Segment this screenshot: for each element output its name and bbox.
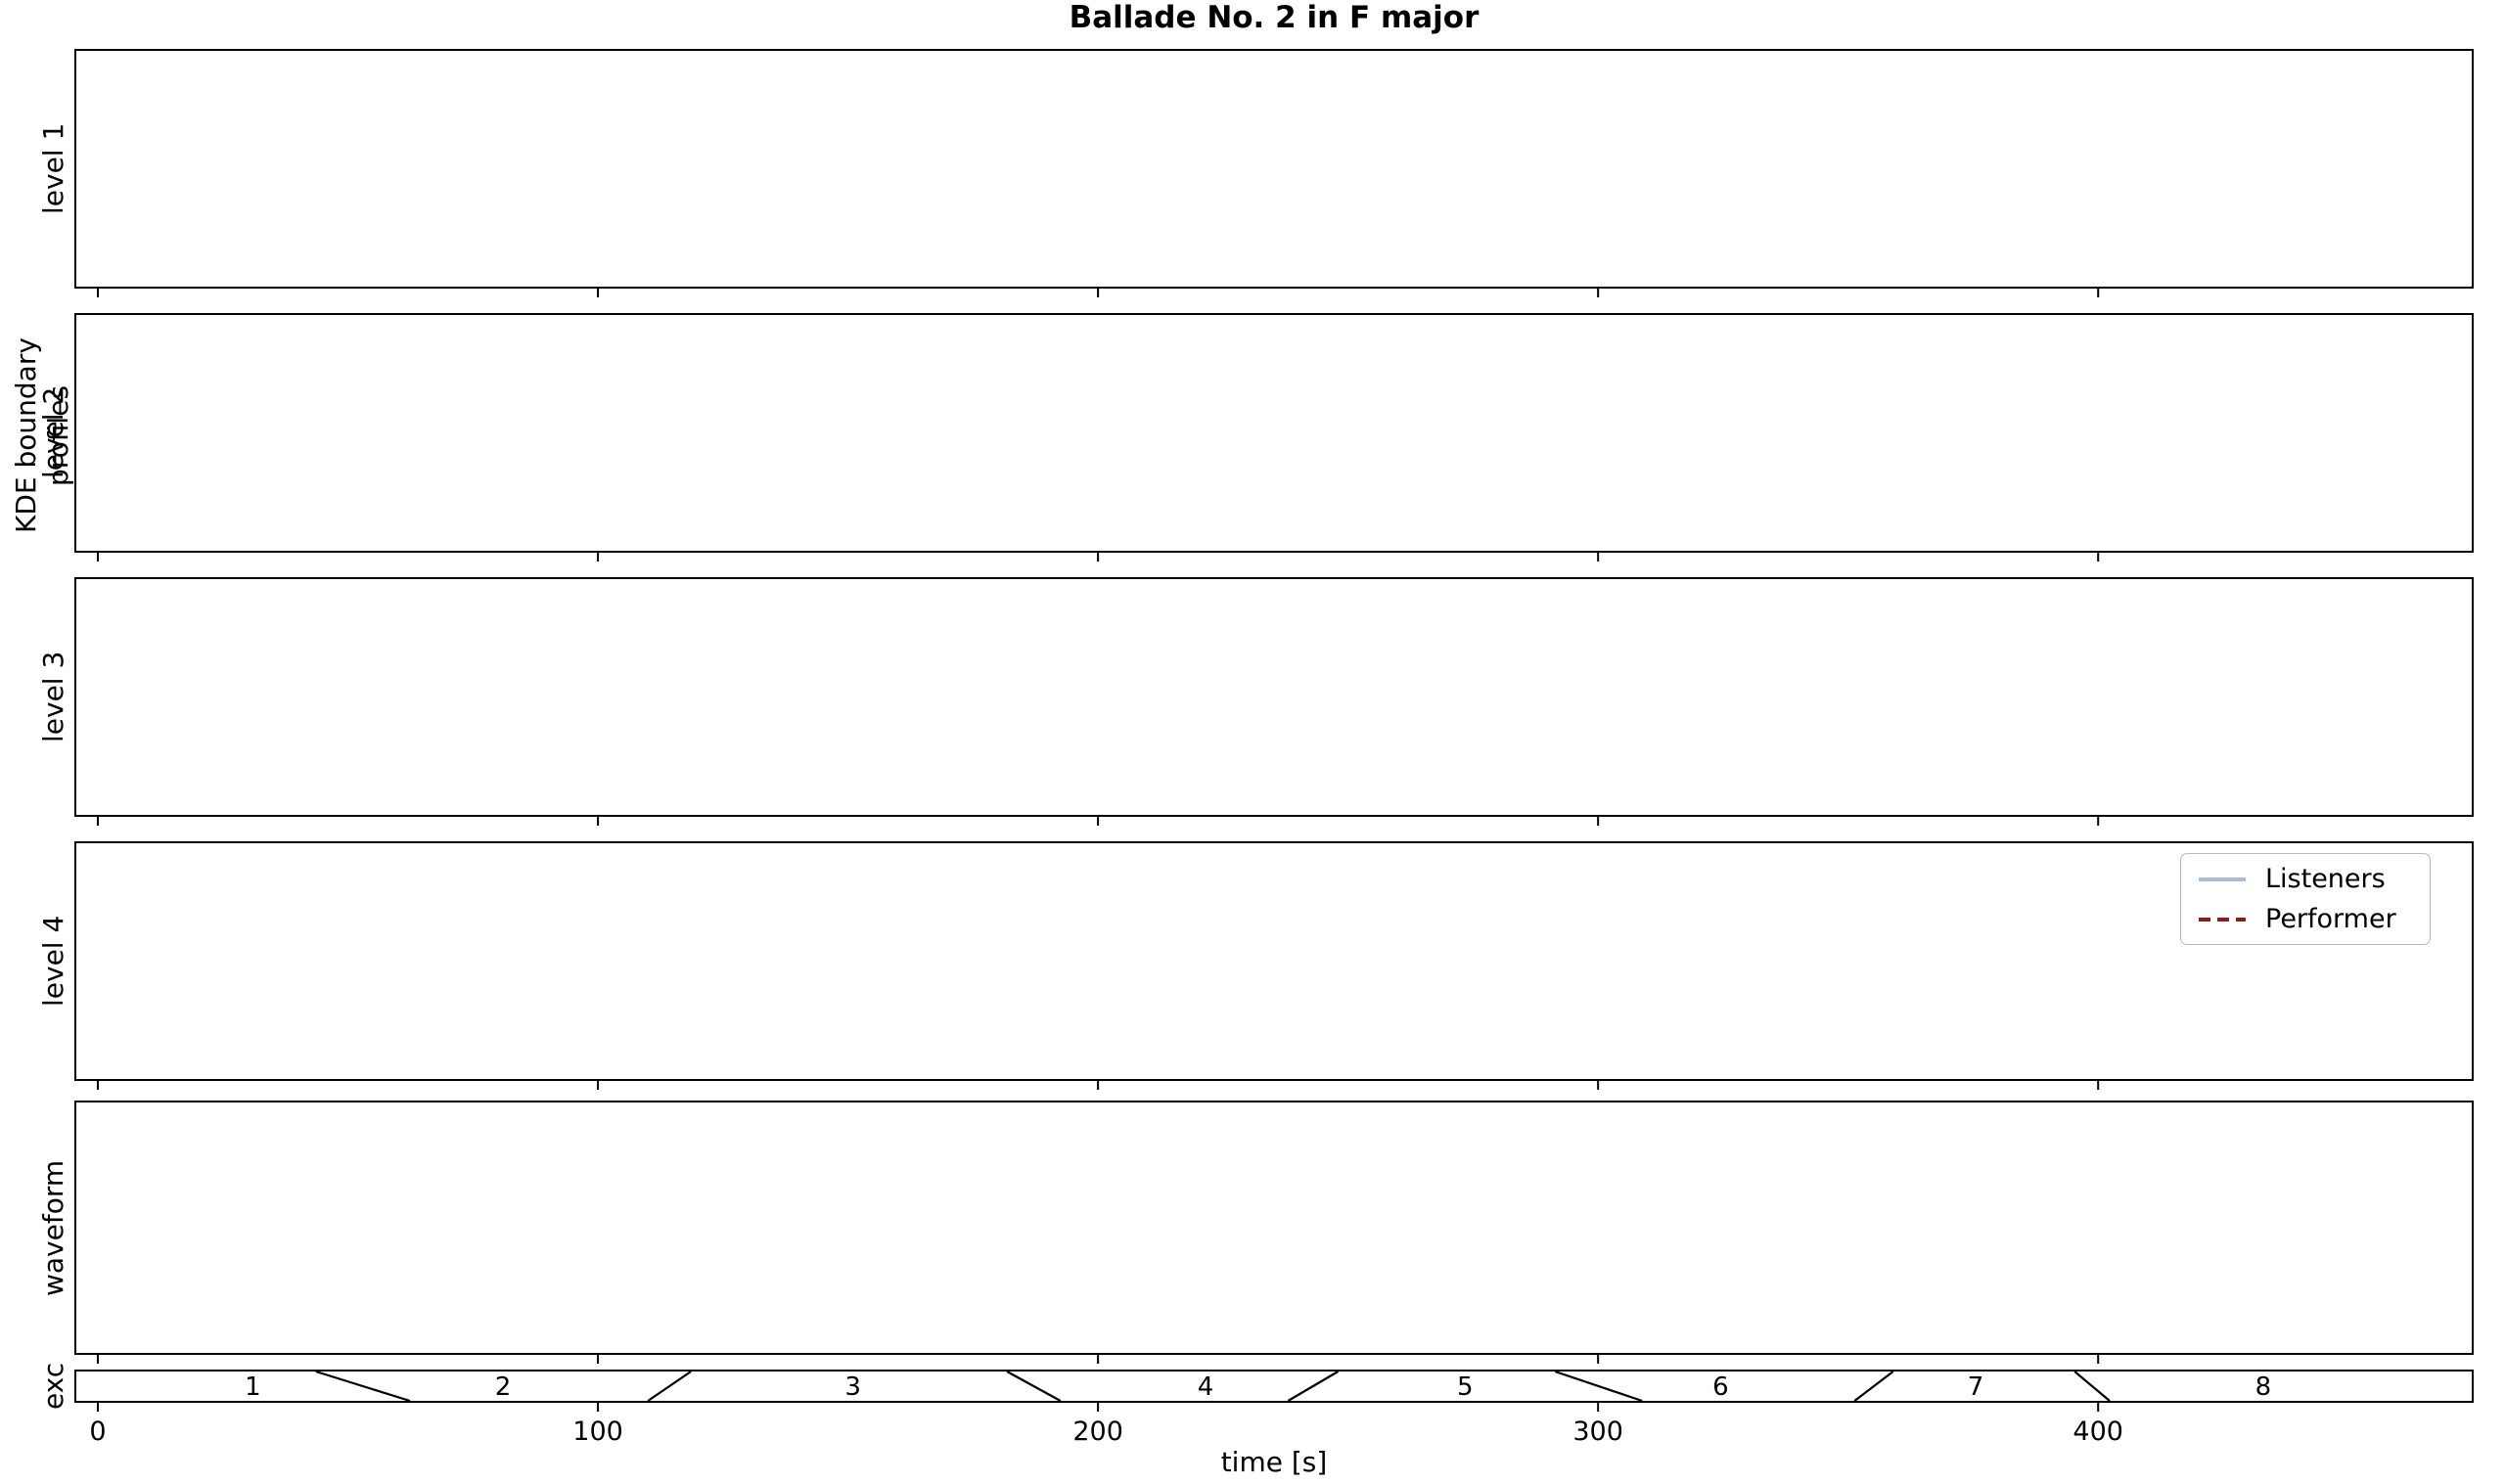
x-tick-label-300: 300 (1572, 1417, 1623, 1447)
x-tick-label-100: 100 (572, 1417, 623, 1447)
y-axis-label-level-4: level 4 (37, 915, 69, 1008)
y-axis-label-exc: exc (37, 1362, 69, 1411)
performer-dashed-sample-icon (2199, 917, 2246, 922)
waveform-panel: AndantinoPresto con fuocoTempo Ipiu moss… (74, 1101, 2474, 1364)
figure-title: Ballade No. 2 in F major (1069, 0, 1480, 35)
excerpt-transition-line (2073, 1371, 2111, 1402)
excerpt-transition-line (647, 1371, 692, 1402)
excerpt-transition-line (1006, 1371, 1062, 1402)
legend: Listeners Performer (2180, 853, 2431, 945)
kde-panel-level-4 (73, 841, 2474, 1090)
excerpt-number: 8 (2255, 1372, 2272, 1402)
listeners-line-sample-icon (2199, 877, 2246, 881)
y-axis-label-waveform: waveform (37, 1159, 69, 1296)
excerpt-number: 1 (245, 1372, 261, 1402)
excerpt-transition-line (1554, 1370, 1643, 1403)
kde-panel-level-2 (74, 313, 2474, 562)
kde-panel-level-2-svg (74, 313, 2474, 562)
x-tick-label-0: 0 (89, 1417, 107, 1447)
kde-panel-level-4-svg (73, 841, 2474, 1090)
kde-panel-level-1-svg (73, 49, 2474, 297)
excerpt-transition-line (315, 1370, 411, 1403)
x-axis-label: time [s] (1220, 1446, 1328, 1478)
y-axis-label-level-3: level 3 (37, 651, 69, 743)
waveform-panel-svg: AndantinoPresto con fuocoTempo Ipiu moss… (74, 1101, 2474, 1364)
x-tick-label-400: 400 (2072, 1417, 2123, 1447)
excerpt-number: 2 (495, 1372, 512, 1402)
kde-panel-level-1 (73, 49, 2474, 297)
legend-entry-performer: Performer (2197, 904, 2410, 934)
excerpt-transition-line (1853, 1371, 1894, 1402)
legend-label-listeners: Listeners (2265, 864, 2386, 894)
excerpt-number: 5 (1457, 1372, 1474, 1402)
excerpt-number: 4 (1198, 1372, 1214, 1402)
legend-entry-listeners: Listeners (2197, 864, 2410, 894)
kde-panel-level-3 (74, 577, 2474, 826)
excerpt-number: 7 (1968, 1372, 1984, 1402)
legend-label-performer: Performer (2265, 904, 2396, 934)
excerpt-number: 3 (844, 1372, 861, 1402)
excerpt-number: 6 (1712, 1372, 1729, 1402)
excerpt-strip-panel: 1 2 3 4 5 6 7 8 (74, 1370, 2474, 1412)
y-axis-label-level-2: level 2 (37, 386, 69, 479)
x-tick-label-200: 200 (1072, 1417, 1123, 1447)
excerpt-transition-line (1287, 1371, 1339, 1402)
excerpt-strip-panel-svg: 1 2 3 4 5 6 7 8 (74, 1370, 2474, 1412)
kde-panel-level-3-svg (74, 577, 2474, 826)
y-axis-label-level-1: level 1 (37, 122, 69, 215)
